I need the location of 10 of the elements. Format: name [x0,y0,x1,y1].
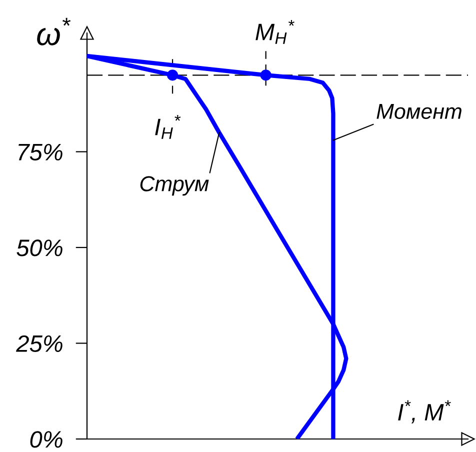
y-tick-label: 50% [16,240,62,256]
y-tick-label: 25% [16,335,62,352]
series-label: Струм [140,176,209,196]
text: Момент [376,104,462,120]
annotation: I$_{Н}$$^{*}$ [155,114,181,139]
y-tick-label: 0% [30,431,62,448]
annotation: M$_{Н}$$^{*}$ [256,20,294,44]
y-tick-label: 75% [18,144,62,161]
y-axis-title: ω$^{*}$ [37,18,71,46]
x-axis-title: I$^{*}$, M$^{*}$ [398,400,451,424]
